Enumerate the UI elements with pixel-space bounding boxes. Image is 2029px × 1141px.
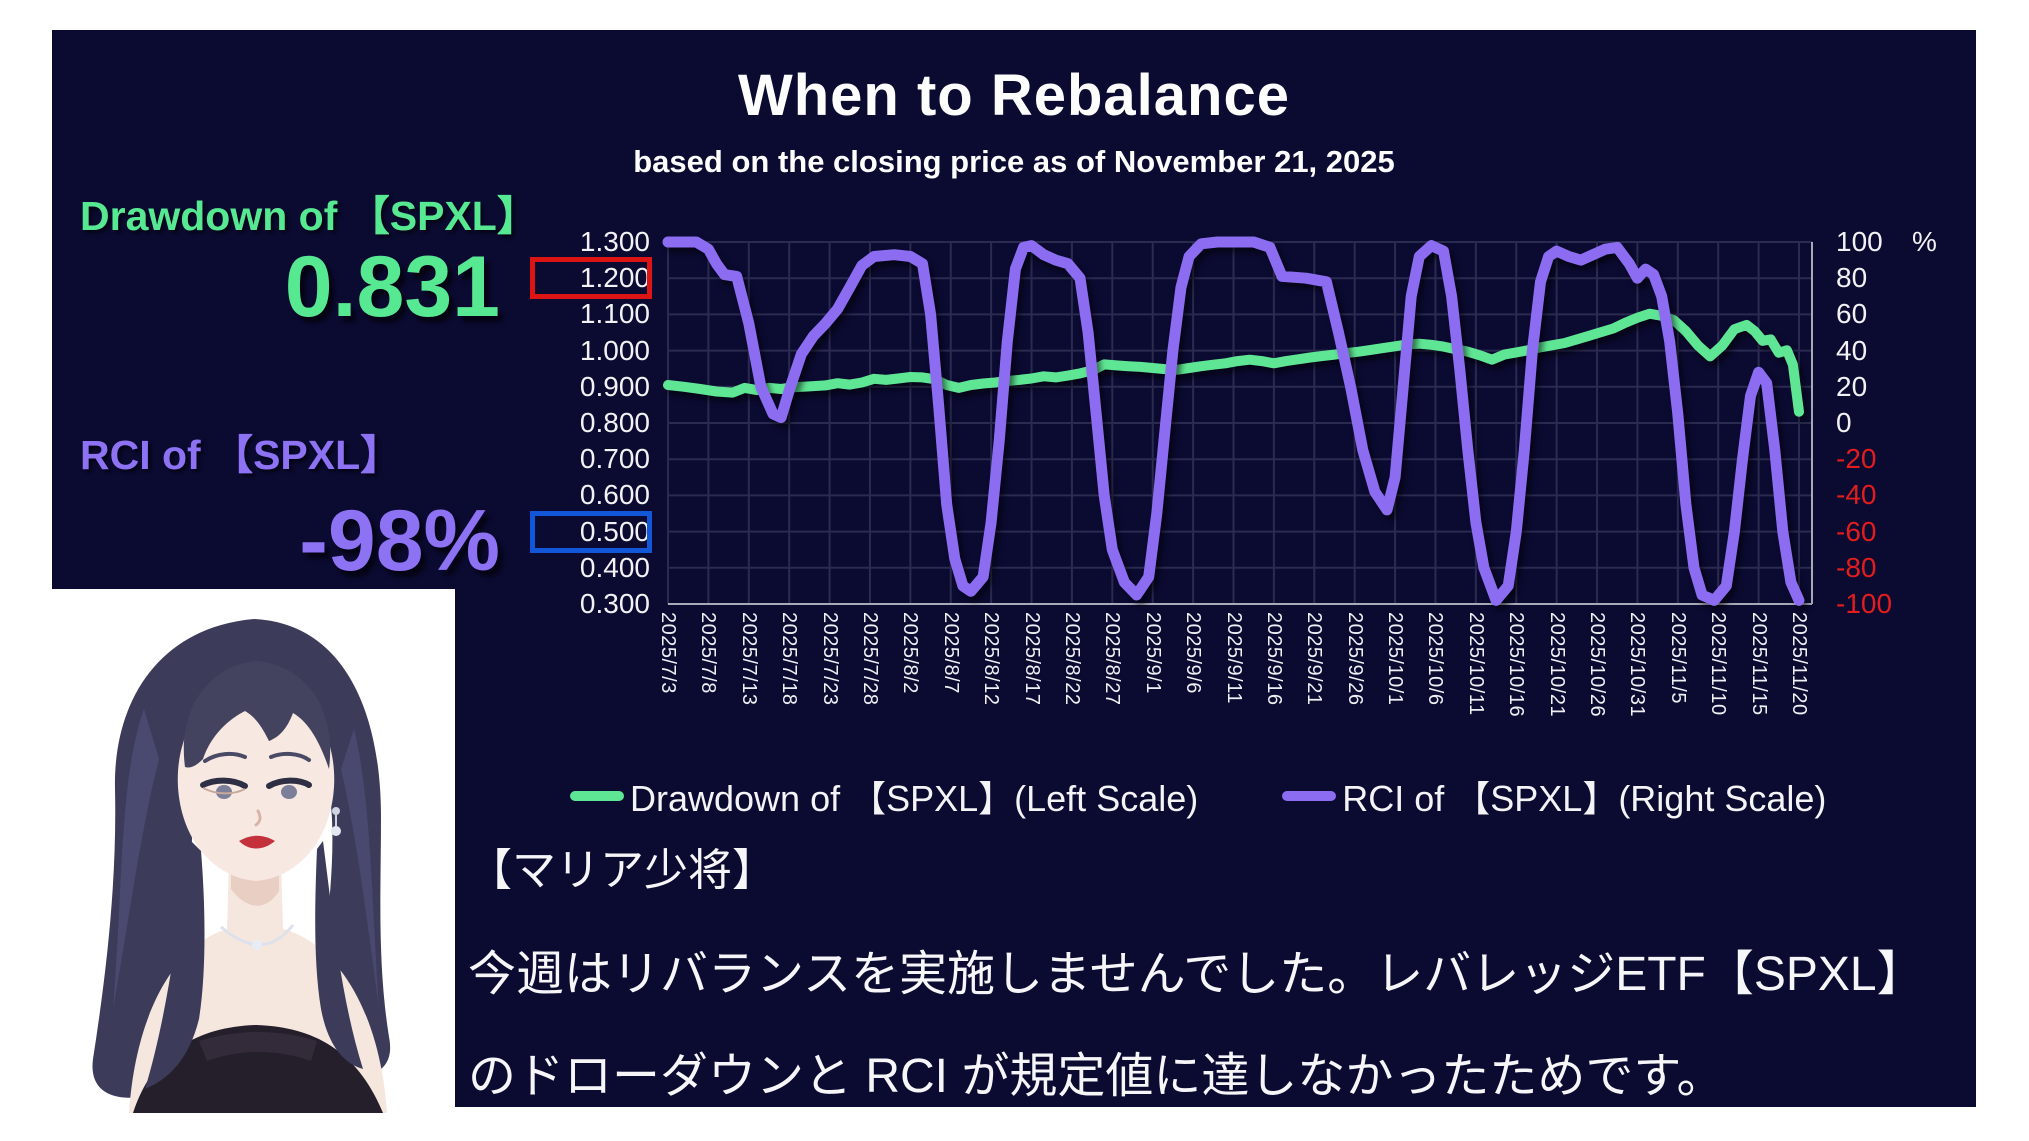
x-axis-date-tick: 2025/7/18 — [778, 612, 801, 706]
drawdown-stat-label: Drawdown of 【SPXL】 — [80, 193, 538, 239]
left-axis-tick: 0.600 — [579, 479, 650, 511]
x-axis-date-tick: 2025/8/22 — [1060, 612, 1083, 706]
drawdown-line-swatch-icon — [570, 791, 624, 801]
rci-line-swatch-icon — [1282, 791, 1337, 801]
left-axis-tick: 0.400 — [579, 551, 650, 583]
x-axis-date-tick: 2025/10/1 — [1384, 612, 1407, 706]
red-highlight-box — [530, 257, 652, 300]
x-axis-date-tick: 2025/9/6 — [1182, 612, 1205, 694]
right-axis-tick: -80 — [1836, 551, 1877, 583]
portrait-frame — [49, 589, 455, 1113]
x-axis-date-tick: 2025/10/26 — [1586, 612, 1609, 718]
right-axis-tick: 60 — [1836, 298, 1868, 330]
page-title: When to Rebalance — [738, 63, 1290, 128]
x-axis-date-tick: 2025/9/26 — [1343, 612, 1366, 706]
legend-item-drawdown: Drawdown of 【SPXL】(Left Scale) — [570, 770, 1198, 822]
x-axis-date-tick: 2025/7/23 — [818, 612, 841, 706]
left-axis-tick: 0.500 — [579, 515, 650, 547]
x-axis-date-tick: 2025/7/28 — [858, 612, 881, 706]
right-axis-tick: -40 — [1836, 479, 1877, 511]
left-axis-tick: 0.700 — [579, 443, 650, 475]
left-axis-tick: 1.300 — [579, 226, 650, 257]
x-axis-date-tick: 2025/8/7 — [939, 612, 962, 694]
page-subtitle: based on the closing price as of Novembe… — [633, 144, 1395, 179]
right-axis-tick: 40 — [1836, 334, 1868, 366]
rci-line-series — [662, 236, 1805, 606]
x-axis-date-tick: 2025/7/13 — [737, 612, 760, 706]
commentary-speaker: 【マリア少将】 — [468, 846, 776, 895]
left-axis-tick: 1.200 — [579, 262, 650, 294]
x-axis-date-tick: 2025/10/16 — [1505, 612, 1528, 718]
x-axis-date-tick: 2025/8/17 — [1020, 612, 1043, 706]
x-axis-date-tick: 2025/9/11 — [1222, 612, 1245, 704]
x-axis-date-tick: 2025/10/6 — [1424, 612, 1447, 706]
left-axis-tick: 1.000 — [579, 334, 650, 366]
left-axis-tick: 1.100 — [579, 298, 650, 330]
right-axis-tick: -100 — [1836, 588, 1893, 619]
x-axis-date-tick: 2025/10/31 — [1626, 612, 1649, 718]
drawdown-stat-value: 0.831 — [284, 239, 500, 335]
blue-highlight-box — [530, 510, 652, 553]
right-axis-tick: 100 — [1836, 226, 1883, 257]
x-axis-date-tick: 2025/11/20 — [1788, 612, 1810, 716]
x-axis-date-tick: 2025/11/5 — [1666, 612, 1689, 704]
x-axis-date-tick: 2025/8/27 — [1101, 612, 1124, 706]
right-axis-unit: % — [1912, 226, 1937, 257]
left-axis-tick: 0.300 — [579, 588, 650, 619]
x-axis-date-tick: 2025/7/3 — [657, 612, 679, 694]
right-axis-tick: 20 — [1836, 370, 1868, 402]
x-axis-date-tick: 2025/9/16 — [1262, 612, 1285, 706]
commentary-text-line-1: 今週はリバランスを実施しませんでした。レバレッジETF【SPXL】 — [468, 948, 1925, 1001]
x-axis-date-tick: 2025/10/11 — [1464, 612, 1487, 716]
chart-legend: Drawdown of 【SPXL】(Left Scale) RCI of 【S… — [570, 770, 1826, 822]
left-axis-tick: 0.900 — [579, 370, 650, 402]
legend-label-drawdown: Drawdown of 【SPXL】(Left Scale) — [630, 778, 1199, 819]
right-axis-tick: -60 — [1836, 515, 1877, 547]
commentary-text-line-2: のドローダウンと RCI が規定値に達しなかったためです。 — [468, 1050, 1725, 1103]
legend-item-rci: RCI of 【SPXL】(Right Scale) — [1282, 770, 1826, 822]
portrait-illustration — [49, 589, 455, 1113]
x-axis-date-tick: 2025/9/1 — [1141, 612, 1164, 694]
right-axis-tick: 0 — [1836, 407, 1852, 438]
x-axis-date-tick: 2025/9/21 — [1303, 612, 1326, 706]
x-axis-date-tick: 2025/11/15 — [1747, 612, 1770, 716]
drawdown-line-series — [663, 308, 1804, 417]
rci-stat-value: -98% — [299, 493, 500, 589]
x-axis-date-tick: 2025/10/21 — [1545, 612, 1568, 718]
x-axis-date-tick: 2025/8/12 — [980, 612, 1003, 706]
rci-stat-label: RCI of 【SPXL】 — [80, 432, 402, 478]
right-axis-tick: 80 — [1836, 262, 1868, 294]
x-axis-date-tick: 2025/11/10 — [1707, 612, 1730, 716]
x-axis-date-tick: 2025/8/2 — [899, 612, 922, 694]
left-axis-tick: 0.800 — [579, 407, 650, 438]
legend-label-rci: RCI of 【SPXL】(Right Scale) — [1342, 778, 1827, 819]
right-axis-tick: -20 — [1836, 443, 1877, 475]
x-axis-date-tick: 2025/7/8 — [697, 612, 720, 694]
